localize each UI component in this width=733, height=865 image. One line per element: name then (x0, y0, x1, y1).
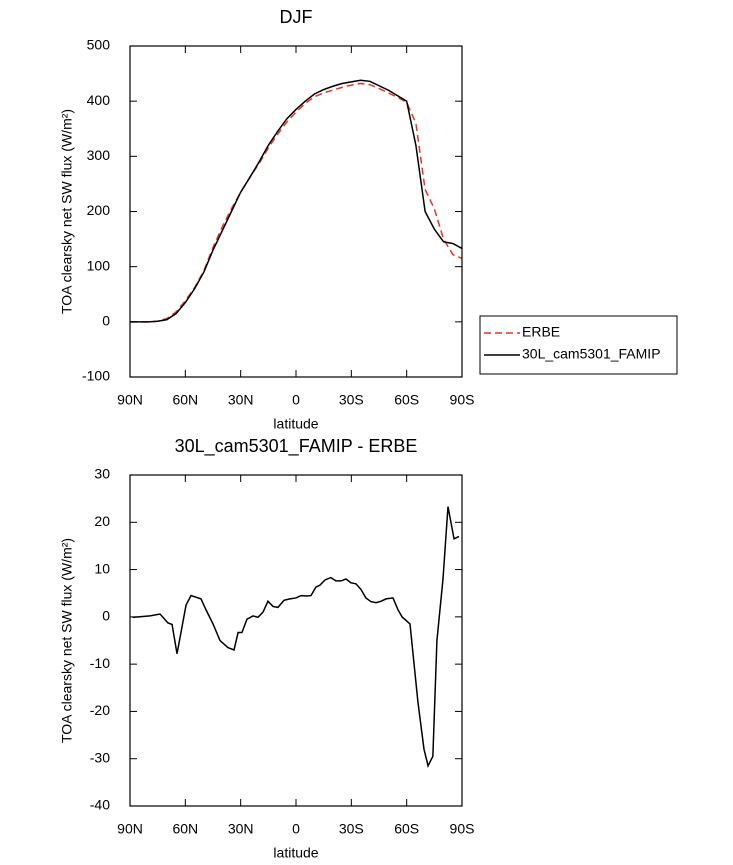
y-tick-label: 400 (87, 92, 111, 108)
x-tick-label: 30S (339, 821, 364, 837)
y-tick-label: 100 (87, 257, 111, 273)
x-tick-label: 30N (228, 821, 254, 837)
y-tick-label: -30 (90, 749, 110, 765)
y-axis-label: TOA clearsky net SW flux (W/m²) (59, 538, 75, 743)
x-tick-label: 90S (450, 392, 475, 408)
data-line (130, 79, 463, 323)
x-axis-label: latitude (273, 845, 318, 861)
y-axis-label: TOA clearsky net SW flux (W/m²) (59, 109, 75, 314)
y-tick-label: 200 (87, 202, 111, 218)
y-tick-label: 0 (102, 313, 110, 329)
y-tick-label: 30 (94, 466, 110, 482)
y-tick-label: -10 (90, 655, 110, 671)
legend-label: ERBE (522, 324, 560, 340)
x-tick-label: 90S (450, 821, 475, 837)
data-line (130, 82, 463, 323)
x-tick-label: 60S (394, 392, 419, 408)
y-tick-label: 300 (87, 147, 111, 163)
chart-title: 30L_cam5301_FAMIP - ERBE (175, 436, 418, 457)
x-tick-label: 0 (292, 821, 300, 837)
x-tick-label: 60S (394, 821, 419, 837)
chart: 30L_cam5301_FAMIP - ERBE latitude TOA clea… (59, 436, 475, 861)
y-tick-label: 500 (87, 37, 111, 53)
y-tick-label: -100 (82, 368, 110, 384)
y-tick-label: 10 (94, 560, 110, 576)
legend-label: 30L_cam5301_FAMIP (522, 346, 661, 362)
x-tick-label: 60N (172, 392, 198, 408)
y-tick-label: 20 (94, 513, 110, 529)
x-axis-label: latitude (273, 416, 318, 432)
x-tick-label: 30N (228, 392, 254, 408)
y-tick-label: 0 (102, 608, 110, 624)
x-tick-label: 30S (339, 392, 364, 408)
x-tick-label: 60N (172, 821, 198, 837)
plot-frame (129, 45, 463, 378)
chart: DJF latitude TOA clearsky net SW flux (W/m… (59, 7, 678, 432)
legend-box (479, 315, 678, 375)
y-tick-label: -20 (90, 702, 110, 718)
y-tick-label: -40 (90, 797, 110, 813)
data-line (132, 506, 460, 768)
x-tick-label: 0 (292, 392, 300, 408)
x-tick-label: 90N (117, 392, 143, 408)
chart-title: DJF (280, 7, 313, 27)
x-tick-label: 90N (117, 821, 143, 837)
plot-frame (129, 474, 463, 807)
